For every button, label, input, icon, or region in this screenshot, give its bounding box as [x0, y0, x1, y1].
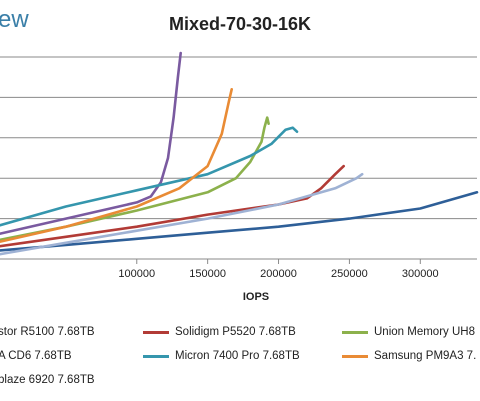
legend-item-2: Solidigm P5520 7.68TB [143, 326, 296, 338]
legend-swatch [143, 330, 169, 334]
x-tick-label: 300000 [402, 268, 439, 280]
x-axis-title: IOPS [243, 291, 269, 303]
legend-label: Union Memory UH8 [374, 326, 475, 338]
legend-label: Micron 7400 Pro 7.68TB [175, 350, 300, 362]
brand-logo-text: ew [0, 6, 29, 33]
legend-item-6: Samsung PM9A3 7. [342, 350, 476, 362]
x-tick-label: 250000 [331, 268, 368, 280]
legend-label: A CD6 7.68TB [0, 350, 72, 362]
series-line-5 [0, 126, 299, 227]
legend-item-3: Union Memory UH8 [342, 326, 475, 338]
legend-label: stor R5100 7.68TB [0, 326, 95, 338]
x-tick-label: 100000 [118, 268, 155, 280]
legend-item-7: blaze 6920 7.68TB [0, 374, 95, 386]
series-line-6 [0, 88, 233, 243]
series-line-7 [0, 172, 364, 256]
legend-swatch [342, 354, 368, 358]
legend-swatch [342, 330, 368, 334]
legend-label: Solidigm P5520 7.68TB [175, 326, 296, 338]
legend-item-1: stor R5100 7.68TB [0, 326, 95, 338]
series-line-1 [0, 191, 479, 252]
x-tick-label: 200000 [260, 268, 297, 280]
series-line-3 [0, 116, 270, 242]
legend-label: Samsung PM9A3 7. [374, 350, 477, 362]
legend-item-4: A CD6 7.68TB [0, 350, 72, 362]
x-tick-label: 150000 [189, 268, 226, 280]
legend-item-5: Micron 7400 Pro 7.68TB [143, 350, 300, 362]
series-line-4 [0, 51, 182, 235]
legend-swatch [143, 354, 169, 358]
legend-label: blaze 6920 7.68TB [0, 374, 95, 386]
chart-title: Mixed-70-30-16K [168, 14, 312, 34]
